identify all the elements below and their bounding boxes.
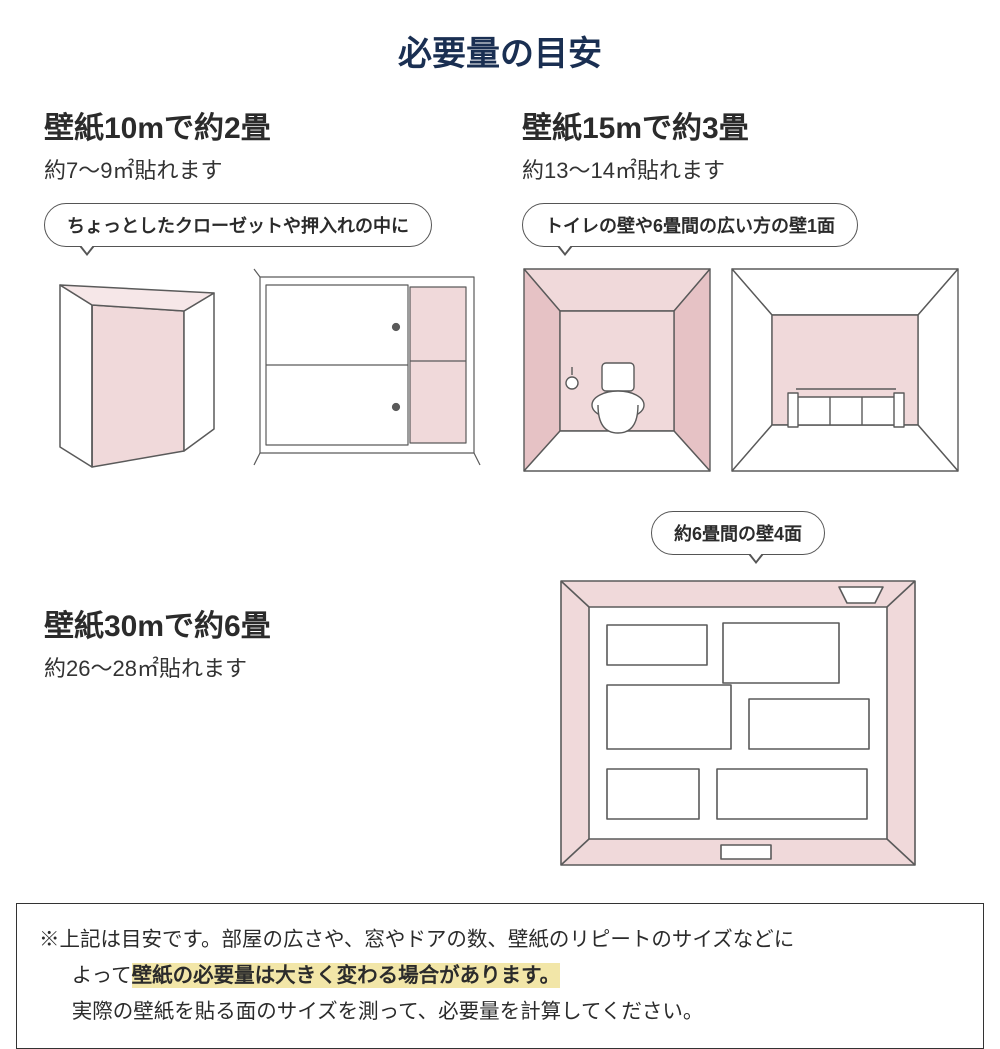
note-highlight: 壁紙の必要量は大きく変わる場合があります。	[132, 963, 560, 988]
floorplan-illustration	[553, 573, 923, 873]
note-line2: よって壁紙の必要量は大きく変わる場合があります。	[39, 958, 961, 994]
illus-15m-row	[522, 265, 960, 475]
section-30m-image: 約6畳間の壁4面	[520, 511, 956, 873]
section-15m: 壁紙15mで約3畳 約13〜14㎡貼れます トイレの壁や6畳間の広い方の壁1面	[522, 103, 960, 475]
heading-15m: 壁紙15mで約3畳	[522, 103, 960, 147]
section-30m: 壁紙30mで約6畳 約26〜28㎡貼れます	[44, 511, 480, 701]
sub-15m: 約13〜14㎡貼れます	[522, 153, 960, 185]
section-10m: 壁紙10mで約2畳 約7〜9㎡貼れます ちょっとしたクローゼットや押入れの中に	[44, 103, 482, 475]
note-line2-prefix: よって	[72, 964, 132, 987]
note-line3: 実際の壁紙を貼る面のサイズを測って、必要量を計算してください。	[39, 994, 961, 1030]
bubble-15m: トイレの壁や6畳間の広い方の壁1面	[522, 203, 858, 247]
heading-30m: 壁紙30mで約6畳	[44, 601, 480, 645]
closet-illustration	[44, 265, 234, 475]
room-onewall-illustration	[730, 265, 960, 475]
note-line1: ※上記は目安です。部屋の広さや、窓やドアの数、壁紙のリピートのサイズなどに	[39, 922, 961, 958]
heading-10m: 壁紙10mで約2畳	[44, 103, 482, 147]
illus-10m-row	[44, 265, 482, 475]
bubble-10m: ちょっとしたクローゼットや押入れの中に	[44, 203, 432, 247]
upper-grid: 壁紙10mで約2畳 約7〜9㎡貼れます ちょっとしたクローゼットや押入れの中に	[0, 103, 1000, 475]
page-title: 必要量の目安	[0, 0, 1000, 103]
sub-10m: 約7〜9㎡貼れます	[44, 153, 482, 185]
oshiire-illustration	[252, 265, 482, 475]
toilet-illustration	[522, 265, 712, 475]
note-box: ※上記は目安です。部屋の広さや、窓やドアの数、壁紙のリピートのサイズなどに よっ…	[16, 903, 984, 1049]
lower-row: 壁紙30mで約6畳 約26〜28㎡貼れます 約6畳間の壁4面	[0, 475, 1000, 873]
bubble-30m: 約6畳間の壁4面	[651, 511, 825, 555]
sub-30m: 約26〜28㎡貼れます	[44, 651, 480, 683]
